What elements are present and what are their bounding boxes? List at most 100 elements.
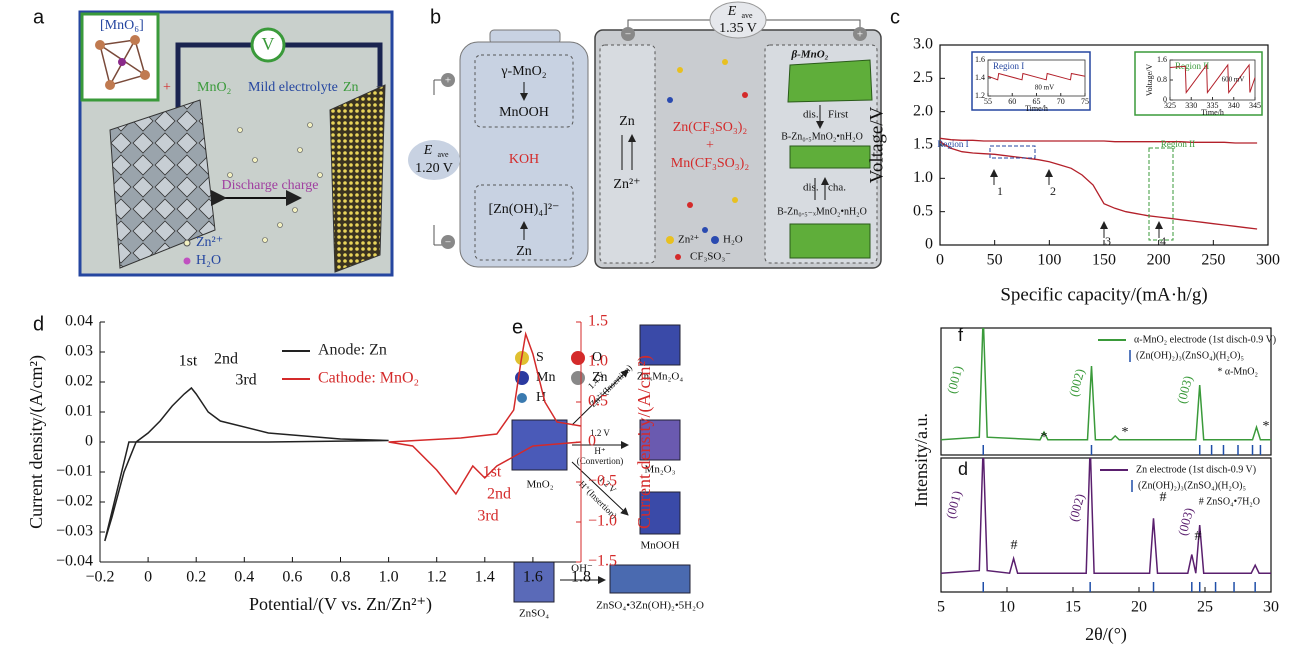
- atom: [118, 58, 126, 66]
- minus: −: [376, 80, 384, 95]
- x-tick-label: 300: [1256, 252, 1280, 269]
- panel-label: d: [958, 459, 968, 479]
- x-tick-label: 55: [984, 97, 992, 106]
- panel-a: a V [MnO₆] + MnO₂ Mild electrolyte Zn − …: [33, 6, 392, 275]
- x-tick-label: 5: [937, 599, 945, 616]
- x-tick-label: 10: [999, 599, 1015, 616]
- y2-tick-label: −0.5: [588, 473, 617, 490]
- cathode-label: MnO₂: [197, 80, 232, 95]
- annotation: (003): [1175, 506, 1197, 537]
- y-tick-label: −0.02: [56, 493, 93, 510]
- legend-note: * α-MnO₂: [1217, 366, 1258, 377]
- y-tick-label: 1.0: [913, 169, 933, 186]
- y2-tick-label: 0: [588, 433, 596, 450]
- legend-note: # ZnSO₄•7H₂O: [1199, 496, 1260, 507]
- panel-label: d: [33, 313, 44, 335]
- voltmeter-label: V: [262, 34, 275, 54]
- x-tick-label: 100: [1037, 252, 1061, 269]
- x-tick-label: 70: [1057, 97, 1065, 106]
- y-tick-label: 0.02: [65, 373, 93, 390]
- inset-note: 600 mV: [1222, 76, 1245, 84]
- anode-slab: [330, 85, 385, 272]
- y-tick-label: 2.5: [913, 69, 933, 86]
- annotation: *: [1122, 425, 1129, 440]
- annotation: 2: [1050, 184, 1056, 198]
- terminal-sign: −: [625, 29, 631, 41]
- annotation: #: [1160, 490, 1167, 505]
- note: (Convertion): [577, 456, 624, 466]
- electrolyte: KOH: [509, 152, 539, 167]
- x-tick-label: 0.2: [186, 569, 206, 586]
- cathode: γ-MnO₂: [500, 64, 546, 79]
- x-tick-label: 75: [1081, 97, 1089, 106]
- voltage-sub: ave: [741, 11, 753, 20]
- annotation: Region I: [937, 139, 968, 149]
- annotation: (001): [944, 364, 966, 395]
- legend-text: Zn electrode (1st disch-0.9 V): [1136, 464, 1256, 475]
- x-axis-label: Potential/(V vs. Zn/Zn²⁺): [249, 594, 432, 615]
- x-tick-label: 50: [987, 252, 1003, 269]
- annotation: 3: [1105, 234, 1111, 248]
- voltage-symbol: E: [423, 143, 433, 158]
- legend-marker: [666, 236, 674, 244]
- annotation: (001): [943, 489, 965, 520]
- y-tick-label: 0.5: [913, 202, 933, 219]
- annotation: 1: [997, 184, 1003, 198]
- anode: Zn: [516, 244, 532, 259]
- salt: Zn(CF₃SO₃)₂: [673, 120, 748, 135]
- annotation: #: [1195, 529, 1202, 544]
- atom: [130, 35, 140, 45]
- x-tick-label: 25: [1197, 599, 1213, 616]
- x-tick-label: 30: [1263, 599, 1279, 616]
- inset-title: Region II: [1175, 61, 1209, 71]
- electrolyte-label: Mild electrolyte: [248, 80, 338, 95]
- y2-tick-label: 1.5: [588, 313, 608, 330]
- y-tick-label: 0: [1163, 95, 1167, 104]
- y2-tick-label: −1.5: [588, 553, 617, 570]
- anode-product: [Zn(OH)₄]²⁻: [489, 202, 560, 217]
- y2-tick-label: 1.0: [588, 353, 608, 370]
- inset-title: Region I: [993, 61, 1024, 71]
- plot-frame: [941, 328, 1271, 455]
- legend-marker: [571, 371, 585, 385]
- y2-axis-label: Current density/(A/cm²): [634, 355, 655, 529]
- inset-x-label: Time/h: [1201, 108, 1224, 117]
- x-tick-label: 0.8: [331, 569, 351, 586]
- annotation: *: [1263, 419, 1270, 434]
- annotation: (002): [1066, 492, 1088, 523]
- legend-text: (Zn(OH)₂)₃(ZnSO₄)(H₂O)₅: [1138, 480, 1246, 491]
- y-tick-label: −0.04: [56, 553, 93, 570]
- terminal-sign: +: [857, 29, 863, 41]
- chart: 05010015020025030000.51.01.52.02.53.0Spe…: [866, 6, 1280, 305]
- region-box: [1149, 148, 1173, 240]
- annotation: 3rd: [477, 508, 498, 525]
- y-tick-label: −0.03: [56, 523, 93, 540]
- legend-marker: [711, 236, 719, 244]
- legend-marker: [517, 393, 527, 403]
- x-tick-label: 20: [1131, 599, 1147, 616]
- atom: [105, 80, 115, 90]
- legend-text: Anode: Zn: [318, 342, 387, 359]
- y2-tick-label: 0.5: [588, 393, 608, 410]
- salt: ZnSO₄: [519, 608, 549, 620]
- x-tick-label: 1.2: [427, 569, 447, 586]
- panel-label: b: [430, 6, 441, 28]
- legend-text: S: [536, 350, 544, 365]
- annotation: *: [1041, 430, 1048, 445]
- x-tick-label: 0: [144, 569, 152, 586]
- reactant: MnO₂: [526, 479, 553, 491]
- step: cha.: [828, 182, 846, 194]
- legend-text: Zn²⁺: [678, 234, 700, 246]
- legend-text: Cathode: MnO₂: [318, 370, 419, 387]
- legend-marker: [675, 254, 681, 260]
- y-axis-label: Intensity/a.u.: [911, 413, 931, 507]
- x-axis-label: Specific capacity/(mA·h/g): [1000, 284, 1207, 305]
- y-tick-label: 0.03: [65, 343, 93, 360]
- legend-text: H₂O: [723, 234, 743, 246]
- y-tick-label: −0.01: [56, 463, 93, 480]
- y-tick-label: 0.01: [65, 403, 93, 420]
- legend-marker: [571, 351, 585, 365]
- y-axis-label: Voltage/V: [866, 106, 887, 183]
- data-line: [105, 388, 389, 541]
- x-tick-label: 150: [1092, 252, 1116, 269]
